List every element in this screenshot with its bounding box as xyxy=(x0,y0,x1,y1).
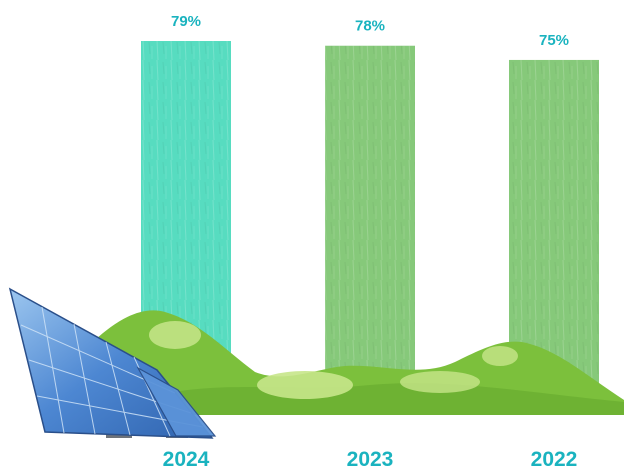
hill-highlight xyxy=(482,346,518,366)
value-label-2024: 79% xyxy=(171,13,201,30)
value-labels-layer: 79% 78% 75% xyxy=(171,13,569,49)
category-label-2023: 2023 xyxy=(347,448,394,469)
hill-highlight xyxy=(400,371,480,393)
category-label-2024: 2024 xyxy=(163,448,210,469)
bar-texture-2023 xyxy=(325,45,415,415)
solar-panel-icon xyxy=(8,287,217,439)
category-labels-layer: 2024 2023 2022 xyxy=(163,448,578,469)
value-label-2023: 78% xyxy=(355,18,385,35)
hills-illustration xyxy=(95,310,624,415)
hill-highlight xyxy=(257,371,353,399)
category-label-2022: 2022 xyxy=(531,448,578,469)
value-label-2022: 75% xyxy=(539,32,569,49)
hill-highlight xyxy=(149,321,201,349)
